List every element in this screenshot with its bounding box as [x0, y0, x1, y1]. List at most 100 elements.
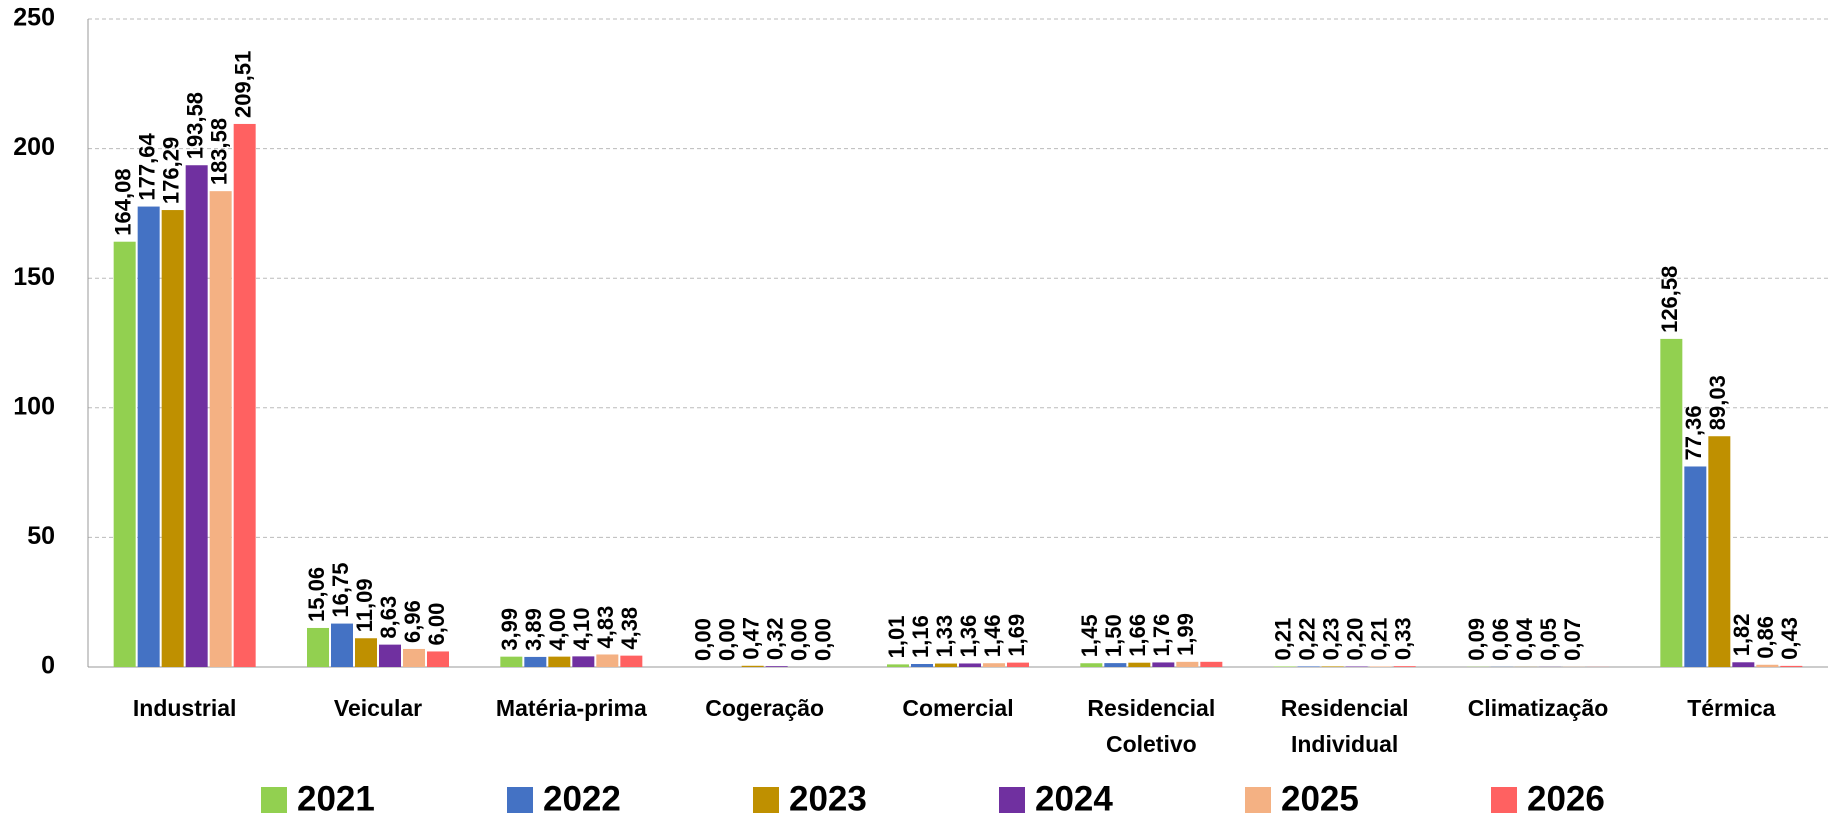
y-tick-label: 0 — [41, 652, 55, 680]
y-tick-label: 250 — [13, 4, 55, 32]
x-tick-label-box: Veicular — [333, 695, 423, 721]
data-label: 0,22 — [1294, 618, 1319, 661]
bar — [427, 651, 449, 667]
data-label: 0,04 — [1512, 617, 1537, 661]
data-label: 1,66 — [1125, 614, 1150, 657]
data-label: 0,43 — [1777, 617, 1802, 660]
data-label: 0,00 — [810, 618, 835, 661]
bar — [1393, 666, 1416, 667]
bar — [1200, 661, 1223, 667]
data-label: 183,58 — [206, 118, 231, 185]
legend-swatch — [999, 787, 1025, 813]
bar — [572, 656, 595, 667]
x-tick-label: Térmica — [1687, 695, 1776, 721]
data-label: 177,64 — [134, 133, 159, 201]
legend-label: 2023 — [789, 779, 867, 818]
data-label: 1,82 — [1729, 613, 1754, 656]
legend-label: 2024 — [1035, 779, 1113, 818]
data-label: 1,76 — [1149, 614, 1174, 657]
bar — [1756, 664, 1779, 667]
bar — [1708, 436, 1731, 667]
bar — [548, 656, 571, 667]
data-label: 0,20 — [1342, 618, 1367, 661]
x-tick-label: Industrial — [132, 695, 237, 721]
data-label: 0,00 — [714, 618, 739, 661]
x-tick-label: Veicular — [333, 695, 423, 721]
legend-label: 2021 — [297, 779, 375, 818]
bar — [1345, 666, 1368, 667]
data-label: 1,01 — [884, 616, 909, 659]
data-label: 0,33 — [1390, 617, 1415, 660]
bar — [1684, 466, 1707, 667]
legend-swatch — [1245, 787, 1271, 813]
data-label: 3,89 — [521, 608, 546, 651]
bar — [983, 663, 1005, 667]
data-label: 3,99 — [497, 608, 522, 651]
data-label: 209,51 — [230, 51, 255, 118]
y-tick-label: 100 — [13, 392, 55, 420]
legend-label: 2025 — [1281, 779, 1359, 818]
legend-swatch — [261, 787, 287, 813]
legend-swatch — [753, 787, 779, 813]
bar — [1176, 661, 1199, 667]
data-label: 8,63 — [376, 596, 401, 639]
x-tick-label-box: Industrial — [132, 695, 237, 721]
legend-label: 2022 — [543, 779, 621, 818]
x-tick-label: Matéria-prima — [495, 695, 647, 721]
bar — [887, 664, 909, 667]
data-label: 6,00 — [424, 603, 449, 646]
x-tick-label: Residencial Individual — [1280, 695, 1409, 757]
bar — [1780, 665, 1803, 667]
bar — [137, 206, 160, 667]
y-tick-label: 150 — [13, 263, 55, 291]
data-label: 0,00 — [690, 618, 715, 661]
bar — [185, 165, 208, 667]
data-label: 16,75 — [328, 563, 353, 618]
data-label: 0,47 — [738, 617, 763, 660]
data-label: 193,58 — [182, 92, 207, 159]
bar — [620, 655, 643, 667]
x-tick-label: Residencial Coletivo — [1087, 695, 1216, 757]
x-tick-label: Climatização — [1467, 695, 1609, 721]
data-label: 0,05 — [1536, 618, 1561, 661]
data-label: 1,45 — [1077, 614, 1102, 657]
legend-label: 2026 — [1527, 779, 1605, 818]
bar — [355, 638, 377, 667]
data-label: 0,21 — [1366, 618, 1391, 661]
x-tick-label-box: Cogeração — [705, 695, 824, 721]
data-label: 1,33 — [932, 615, 957, 658]
bar — [765, 666, 788, 667]
data-label: 4,00 — [545, 608, 570, 651]
x-tick-label-box: Comercial — [902, 695, 1014, 721]
data-label: 176,29 — [158, 137, 183, 204]
bar — [161, 210, 184, 667]
bar — [741, 665, 764, 667]
x-tick-label-box: Residencial Individual — [1280, 695, 1409, 757]
bar — [113, 241, 136, 667]
data-label: 126,58 — [1657, 266, 1682, 333]
bar — [379, 644, 401, 667]
x-tick-label-box: Residencial Coletivo — [1087, 695, 1216, 757]
data-label: 0,23 — [1318, 618, 1343, 661]
data-label: 0,06 — [1488, 618, 1513, 661]
data-label: 0,32 — [762, 617, 787, 660]
bar — [935, 663, 957, 667]
bar — [1128, 662, 1151, 667]
bar — [596, 654, 619, 667]
x-tick-label-box: Climatização — [1467, 695, 1609, 721]
x-tick-label-box: Térmica — [1687, 695, 1776, 721]
bar — [1273, 666, 1296, 667]
data-label: 0,21 — [1270, 618, 1295, 661]
y-tick-label: 50 — [27, 522, 55, 550]
data-label: 0,09 — [1464, 618, 1489, 661]
data-label: 89,03 — [1705, 375, 1730, 430]
x-tick-label: Comercial — [902, 695, 1014, 721]
data-label: 1,36 — [956, 615, 981, 658]
data-label: 1,99 — [1173, 613, 1198, 656]
data-label: 4,38 — [617, 607, 642, 650]
bar — [1321, 666, 1344, 667]
data-label: 4,10 — [569, 608, 594, 651]
data-label: 6,96 — [400, 600, 425, 643]
legend-swatch — [1491, 787, 1517, 813]
